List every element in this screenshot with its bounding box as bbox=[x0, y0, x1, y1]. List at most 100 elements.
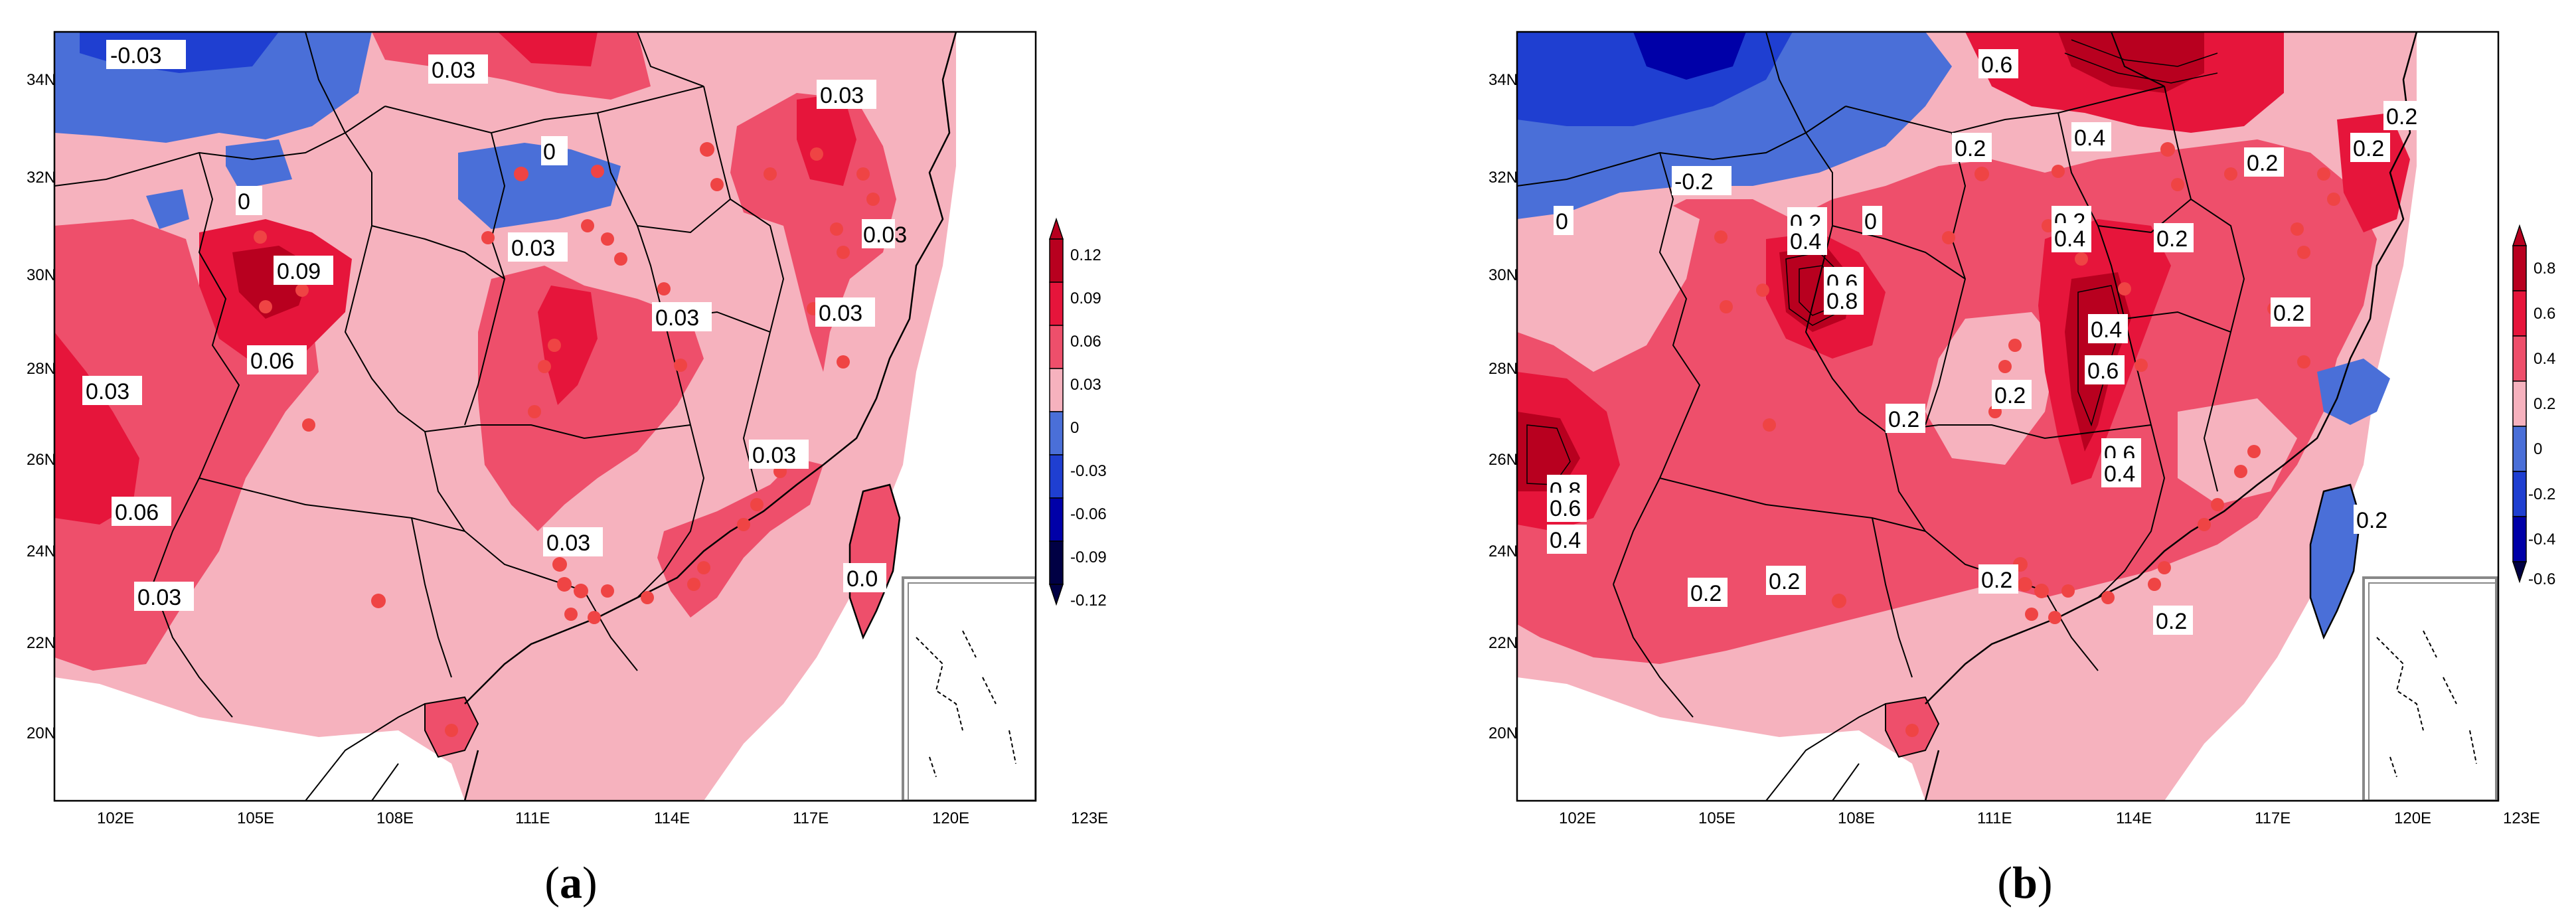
panel-a-lon-ticks: 102E 105E 108E 111E 114E 117E 120E 123E bbox=[97, 809, 1108, 827]
svg-text:0.03: 0.03 bbox=[432, 58, 475, 83]
svg-text:105E: 105E bbox=[1698, 809, 1735, 827]
field-pink-west bbox=[1517, 193, 1700, 372]
svg-text:108E: 108E bbox=[1838, 809, 1875, 827]
hainan-outline bbox=[424, 696, 479, 758]
svg-text:0.12: 0.12 bbox=[1070, 246, 1101, 264]
svg-text:105E: 105E bbox=[237, 809, 274, 827]
svg-text:30N: 30N bbox=[1489, 266, 1518, 284]
svg-text:0.2: 0.2 bbox=[2356, 508, 2387, 533]
taiwan-outline bbox=[2309, 483, 2362, 640]
svg-text:0.4: 0.4 bbox=[2534, 350, 2555, 368]
svg-text:20N: 20N bbox=[27, 724, 56, 742]
panel-b-frame bbox=[1516, 31, 2500, 802]
field-blue-small bbox=[226, 139, 292, 189]
svg-text:0.06: 0.06 bbox=[1070, 333, 1101, 351]
svg-text:0.06: 0.06 bbox=[115, 500, 159, 525]
field-red-west-core bbox=[54, 332, 139, 525]
svg-text:26N: 26N bbox=[27, 451, 56, 469]
svg-text:0.2: 0.2 bbox=[1769, 569, 1800, 594]
taiwan-shape bbox=[2310, 485, 2360, 637]
svg-text:0.03: 0.03 bbox=[863, 222, 907, 248]
svg-text:0.6: 0.6 bbox=[1981, 52, 2012, 78]
panel-b-contour-labels: 0.6 0.4 0.2 0.2 -0.2 0 0.2 0.4 0 0.2 0.4… bbox=[1547, 49, 2423, 635]
svg-text:0.03: 0.03 bbox=[546, 531, 590, 556]
svg-text:0.03: 0.03 bbox=[752, 443, 796, 468]
svg-text:0: 0 bbox=[1070, 419, 1079, 437]
panel-a-frame bbox=[53, 31, 1037, 802]
svg-text:24N: 24N bbox=[27, 542, 56, 560]
field-red-north-core bbox=[2058, 32, 2204, 93]
svg-text:0.2: 0.2 bbox=[2247, 151, 2278, 176]
svg-text:0.0: 0.0 bbox=[846, 566, 878, 592]
taiwan-outline bbox=[848, 483, 901, 640]
panel-b: 34N 32N 30N 28N 26N 24N 22N 20N 102E 105… bbox=[1288, 0, 2576, 913]
svg-text:32N: 32N bbox=[1489, 169, 1518, 187]
svg-text:117E: 117E bbox=[2255, 809, 2291, 827]
svg-text:0.03: 0.03 bbox=[819, 301, 862, 326]
vietnam-border bbox=[1765, 703, 1886, 801]
panel-b-colorbar: 0.8 0.6 0.4 0.2 0 -0.2 -0.4 -0.6 bbox=[2512, 224, 2555, 588]
svg-text:0.2: 0.2 bbox=[1955, 136, 1986, 161]
field-blue-core bbox=[1633, 32, 1746, 80]
svg-text:0.2: 0.2 bbox=[1690, 581, 1722, 606]
svg-text:114E: 114E bbox=[654, 809, 690, 827]
svg-text:0.2: 0.2 bbox=[2353, 136, 2384, 161]
vietnam-border bbox=[305, 703, 426, 801]
svg-text:0.03: 0.03 bbox=[511, 236, 555, 261]
svg-text:0.6: 0.6 bbox=[2087, 359, 2119, 384]
svg-text:123E: 123E bbox=[1071, 809, 1108, 827]
svg-text:26N: 26N bbox=[1489, 451, 1518, 469]
svg-text:0.4: 0.4 bbox=[2104, 461, 2135, 487]
svg-text:0.2: 0.2 bbox=[2156, 609, 2187, 634]
inset-map bbox=[2362, 576, 2498, 801]
svg-text:0.03: 0.03 bbox=[86, 379, 129, 404]
svg-text:0.4: 0.4 bbox=[1550, 528, 1581, 553]
field-red-central bbox=[478, 266, 704, 531]
svg-text:-0.6: -0.6 bbox=[2528, 570, 2555, 588]
svg-text:0.6: 0.6 bbox=[2534, 305, 2555, 323]
svg-text:-0.03: -0.03 bbox=[1070, 462, 1107, 480]
svg-text:28N: 28N bbox=[27, 360, 56, 378]
station-dots bbox=[254, 142, 880, 737]
svg-text:120E: 120E bbox=[2394, 809, 2431, 827]
svg-text:0.03: 0.03 bbox=[137, 585, 181, 610]
taiwan-shape bbox=[850, 485, 900, 637]
svg-text:34N: 34N bbox=[27, 71, 56, 89]
svg-text:0.4: 0.4 bbox=[2091, 317, 2122, 343]
panel-a-colorbar: 0.12 0.09 0.06 0.03 0 -0.03 -0.06 -0.09 … bbox=[1048, 217, 1107, 610]
southwest-outside bbox=[1517, 677, 1925, 801]
svg-text:114E: 114E bbox=[2116, 809, 2152, 827]
svg-text:0.2: 0.2 bbox=[2156, 226, 2188, 252]
svg-text:111E: 111E bbox=[1977, 809, 2012, 827]
svg-text:22N: 22N bbox=[27, 634, 56, 652]
svg-text:0.2: 0.2 bbox=[2534, 395, 2555, 413]
svg-text:28N: 28N bbox=[1489, 360, 1518, 378]
panel-b-lat-ticks: 34N 32N 30N 28N 26N 24N 22N 20N bbox=[1489, 71, 1518, 742]
southwest-outside bbox=[54, 677, 465, 801]
svg-text:0.2: 0.2 bbox=[1888, 407, 1919, 432]
svg-text:0.2: 0.2 bbox=[1981, 568, 2012, 593]
field-red-west-deep bbox=[1517, 412, 1580, 491]
svg-text:22N: 22N bbox=[1489, 634, 1518, 652]
svg-text:102E: 102E bbox=[97, 809, 134, 827]
svg-text:117E: 117E bbox=[793, 809, 829, 827]
field-red-north-core bbox=[498, 32, 598, 66]
svg-text:-0.06: -0.06 bbox=[1070, 505, 1107, 523]
svg-text:0.8: 0.8 bbox=[2534, 260, 2555, 278]
field-red-southeast bbox=[657, 458, 823, 618]
svg-text:0: 0 bbox=[1556, 209, 1568, 234]
svg-text:0.2: 0.2 bbox=[2386, 104, 2417, 129]
svg-text:-0.2: -0.2 bbox=[1674, 169, 1714, 195]
panel-a-lat-ticks: 34N 32N 30N 28N 26N 24N 22N 20N bbox=[27, 71, 56, 742]
panel-b-map-area bbox=[1517, 32, 2498, 801]
svg-text:0.2: 0.2 bbox=[2273, 301, 2304, 326]
svg-text:0.4: 0.4 bbox=[1790, 229, 1821, 254]
panel-a-contour-labels: -0.03 0.03 0 0 0.03 0.09 0.06 0.03 0.03 … bbox=[82, 40, 907, 611]
coastline bbox=[1924, 32, 2418, 801]
svg-text:0.4: 0.4 bbox=[2074, 125, 2105, 151]
svg-text:-0.03: -0.03 bbox=[110, 43, 162, 68]
field-blue-east bbox=[2317, 359, 2390, 425]
svg-text:24N: 24N bbox=[1489, 542, 1518, 560]
panel-a-caption: (a) bbox=[544, 857, 598, 908]
svg-text:-0.09: -0.09 bbox=[1070, 548, 1107, 566]
